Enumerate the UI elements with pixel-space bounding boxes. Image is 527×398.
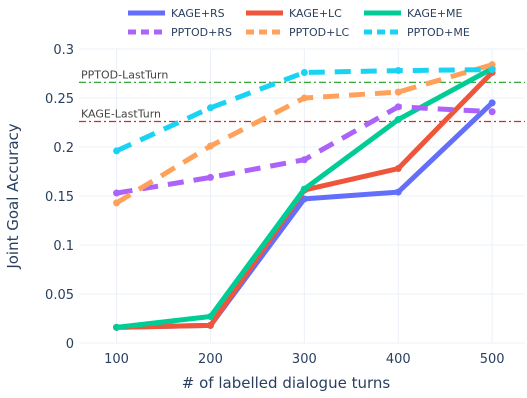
data-point (300, 94, 308, 102)
y-tick-label: 0.3 (53, 43, 74, 58)
y-tick-label: 0 (66, 337, 74, 352)
data-point (113, 199, 121, 207)
data-point (113, 147, 121, 155)
data-point (300, 185, 308, 193)
data-point (206, 173, 214, 181)
data-point (206, 321, 214, 329)
data-point (300, 156, 308, 164)
legend-label: PPTOD+ME (407, 26, 470, 39)
legend-label: KAGE+RS (171, 7, 225, 20)
data-point (206, 142, 214, 150)
y-tick-label: 0.2 (53, 141, 74, 156)
legend-label: KAGE+ME (407, 7, 463, 20)
data-point (206, 313, 214, 321)
data-point (394, 88, 402, 96)
data-point (488, 99, 496, 107)
legend-label: PPTOD+LC (289, 26, 349, 39)
reference-line-label: PPTOD-LastTurn (81, 68, 168, 81)
legend-label: KAGE+LC (289, 7, 342, 20)
data-point (300, 69, 308, 77)
data-point (394, 116, 402, 124)
x-tick-label: 300 (292, 352, 317, 367)
y-tick-label: 0.05 (45, 288, 74, 303)
x-axis-title: # of labelled dialogue turns (182, 374, 391, 392)
data-point (394, 165, 402, 173)
x-tick-label: 200 (198, 352, 223, 367)
data-point (113, 189, 121, 197)
y-tick-label: 0.1 (53, 239, 74, 254)
y-tick-label: 0.15 (45, 190, 74, 205)
data-point (488, 108, 496, 116)
data-point (394, 67, 402, 75)
x-tick-label: 500 (480, 352, 505, 367)
x-tick-label: 400 (386, 352, 411, 367)
data-point (394, 103, 402, 111)
y-axis-title: Joint Goal Accuracy (4, 123, 22, 269)
x-tick-label: 100 (104, 352, 129, 367)
data-point (488, 66, 496, 74)
reference-line-label: KAGE-LastTurn (81, 108, 161, 121)
data-point (300, 195, 308, 203)
legend-label: PPTOD+RS (171, 26, 232, 39)
data-point (206, 104, 214, 112)
y-tick-label: 0.25 (45, 92, 74, 107)
data-point (113, 323, 121, 331)
data-point (488, 61, 496, 69)
data-point (394, 188, 402, 196)
